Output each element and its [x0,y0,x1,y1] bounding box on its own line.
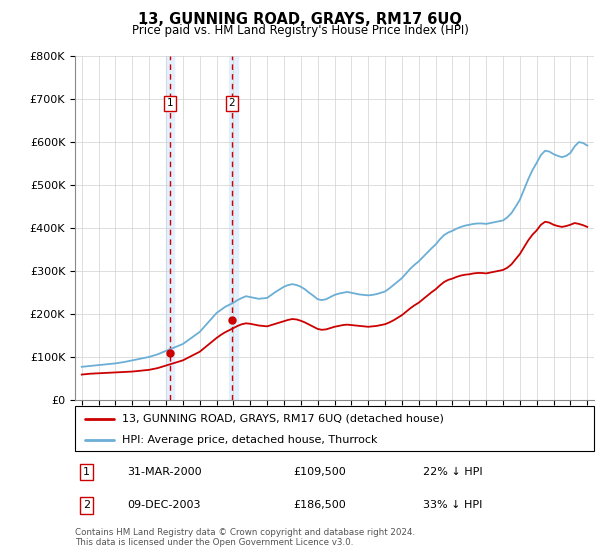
Text: £109,500: £109,500 [293,467,346,477]
Text: 22% ↓ HPI: 22% ↓ HPI [423,467,482,477]
Text: 2: 2 [229,99,235,108]
Text: 13, GUNNING ROAD, GRAYS, RM17 6UQ (detached house): 13, GUNNING ROAD, GRAYS, RM17 6UQ (detac… [122,413,443,423]
Bar [229,56,238,400]
Bar [166,56,175,400]
Text: HPI: Average price, detached house, Thurrock: HPI: Average price, detached house, Thur… [122,435,377,445]
Text: 13, GUNNING ROAD, GRAYS, RM17 6UQ: 13, GUNNING ROAD, GRAYS, RM17 6UQ [138,12,462,27]
Text: 2: 2 [83,501,90,510]
Text: £186,500: £186,500 [293,501,346,510]
Text: 31-MAR-2000: 31-MAR-2000 [127,467,202,477]
Text: Contains HM Land Registry data © Crown copyright and database right 2024.
This d: Contains HM Land Registry data © Crown c… [75,528,415,547]
Text: 33% ↓ HPI: 33% ↓ HPI [423,501,482,510]
Text: 1: 1 [83,467,90,477]
Text: Price paid vs. HM Land Registry's House Price Index (HPI): Price paid vs. HM Land Registry's House … [131,24,469,37]
Text: 09-DEC-2003: 09-DEC-2003 [127,501,200,510]
Text: 1: 1 [167,99,173,108]
